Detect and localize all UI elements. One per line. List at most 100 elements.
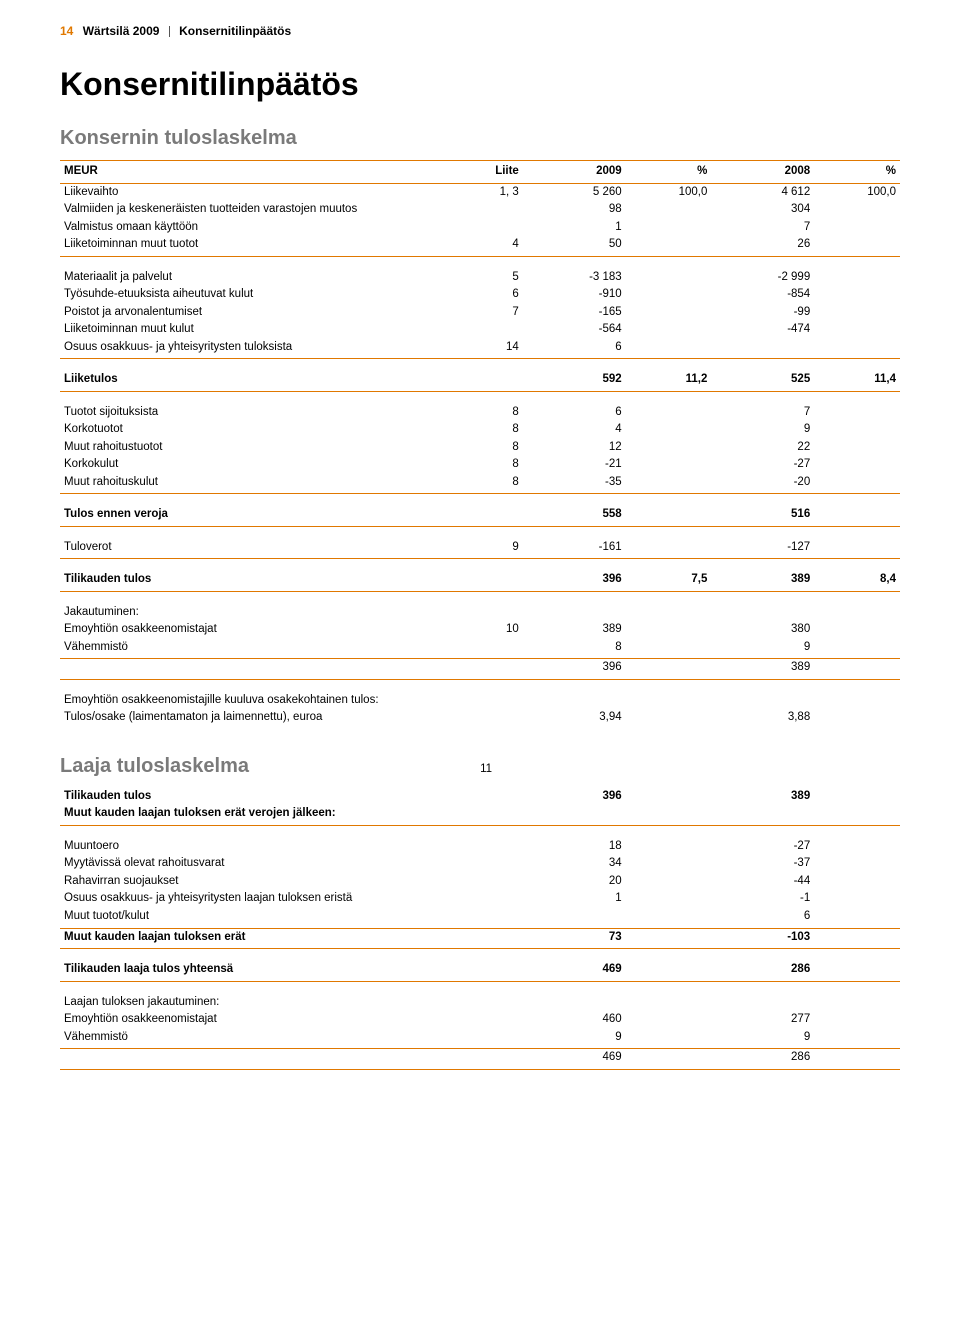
row-pct-2009 bbox=[626, 873, 712, 891]
row-value-2008: 286 bbox=[711, 1049, 814, 1070]
row-note: 1, 3 bbox=[454, 183, 523, 201]
row-label: Valmiiden ja keskeneräisten tuotteiden v… bbox=[60, 201, 454, 219]
row-value-2009: 558 bbox=[523, 506, 626, 526]
row-pct-2008 bbox=[814, 928, 900, 949]
row-value-2008: 3,88 bbox=[711, 709, 814, 727]
row-value-2009: 9 bbox=[523, 1029, 626, 1049]
row-pct-2008 bbox=[814, 421, 900, 439]
row-label: Materiaalit ja palvelut bbox=[60, 269, 454, 287]
row-note: 5 bbox=[454, 269, 523, 287]
table-row: Liikevaihto1, 35 260100,04 612100,0 bbox=[60, 183, 900, 201]
row-value-2009: -910 bbox=[523, 286, 626, 304]
row-pct-2008 bbox=[814, 286, 900, 304]
row-value-2009: 8 bbox=[523, 639, 626, 659]
page-number: 14 bbox=[60, 24, 73, 38]
table-row: Myytävissä olevat rahoitusvarat34-37 bbox=[60, 855, 900, 873]
row-note bbox=[454, 838, 523, 856]
row-pct-2009 bbox=[626, 855, 712, 873]
row-pct-2008 bbox=[814, 456, 900, 474]
row-pct-2008 bbox=[814, 788, 900, 806]
col-header-2008: 2008 bbox=[711, 161, 814, 184]
row-note bbox=[454, 788, 523, 806]
row-note bbox=[454, 201, 523, 219]
table-row bbox=[60, 494, 900, 507]
row-value-2008: -37 bbox=[711, 855, 814, 873]
row-value-2009: -161 bbox=[523, 539, 626, 559]
table-row bbox=[60, 591, 900, 604]
row-pct-2009 bbox=[626, 709, 712, 727]
row-pct-2008 bbox=[814, 201, 900, 219]
table-row: Poistot ja arvonalentumiset7-165-99 bbox=[60, 304, 900, 322]
row-label bbox=[60, 1049, 454, 1070]
table-row: Osuus osakkuus- ja yhteisyritysten laaja… bbox=[60, 890, 900, 908]
row-value-2008: -103 bbox=[711, 928, 814, 949]
row-pct-2008 bbox=[814, 404, 900, 422]
table-row: Tulos ennen veroja558516 bbox=[60, 506, 900, 526]
row-note: 9 bbox=[454, 539, 523, 559]
row-value-2008: 6 bbox=[711, 908, 814, 928]
col-header-pct1: % bbox=[626, 161, 712, 184]
income-statement-table: MEUR Liite 2009 % 2008 % Liikevaihto1, 3… bbox=[60, 160, 900, 727]
table-row: Rahavirran suojaukset20-44 bbox=[60, 873, 900, 891]
table-row bbox=[60, 256, 900, 269]
row-pct-2009 bbox=[626, 1049, 712, 1070]
row-pct-2008 bbox=[814, 994, 900, 1012]
row-label: Muut kauden laajan tuloksen erät bbox=[60, 928, 454, 949]
row-label: Tulos/osake (laimentamaton ja laimennett… bbox=[60, 709, 454, 727]
row-value-2008: 9 bbox=[711, 639, 814, 659]
table-row bbox=[60, 949, 900, 962]
row-pct-2008 bbox=[814, 1029, 900, 1049]
row-note bbox=[454, 571, 523, 591]
table-row: Tuloverot9-161-127 bbox=[60, 539, 900, 559]
comprehensive-income-note: 11 bbox=[480, 763, 492, 775]
table-row: Muut rahoituskulut8-35-20 bbox=[60, 474, 900, 494]
row-pct-2009 bbox=[626, 788, 712, 806]
header-divider-icon bbox=[169, 26, 170, 37]
row-label: Myytävissä olevat rahoitusvarat bbox=[60, 855, 454, 873]
row-value-2008: -44 bbox=[711, 873, 814, 891]
row-value-2008: -20 bbox=[711, 474, 814, 494]
page-header: 14 Wärtsilä 2009 Konsernitilinpäätös bbox=[60, 24, 900, 38]
row-value-2008: -474 bbox=[711, 321, 814, 339]
row-pct-2009: 11,2 bbox=[626, 371, 712, 391]
row-label: Liiketoiminnan muut kulut bbox=[60, 321, 454, 339]
row-label: Työsuhde-etuuksista aiheutuvat kulut bbox=[60, 286, 454, 304]
row-label: Muut kauden laajan tuloksen erät verojen… bbox=[60, 805, 454, 825]
row-label: Liiketulos bbox=[60, 371, 454, 391]
row-note: 10 bbox=[454, 621, 523, 639]
row-value-2009: 20 bbox=[523, 873, 626, 891]
row-value-2008: 516 bbox=[711, 506, 814, 526]
table-row: Muut kauden laajan tuloksen erät 73 -103 bbox=[60, 928, 900, 949]
row-value-2009: 396 bbox=[523, 659, 626, 680]
row-value-2009: 6 bbox=[523, 339, 626, 359]
row-value-2009: -35 bbox=[523, 474, 626, 494]
row-value-2009: 73 bbox=[523, 928, 626, 949]
row-note bbox=[454, 604, 523, 622]
row-label: Jakautuminen: bbox=[60, 604, 454, 622]
row-pct-2009: 100,0 bbox=[626, 183, 712, 201]
row-pct-2009 bbox=[626, 269, 712, 287]
row-pct-2009 bbox=[626, 621, 712, 639]
row-label bbox=[60, 659, 454, 680]
row-pct-2008 bbox=[814, 908, 900, 928]
table-row: Korkokulut8-21-27 bbox=[60, 456, 900, 474]
row-pct-2008 bbox=[814, 269, 900, 287]
table-row bbox=[60, 559, 900, 572]
row-value-2009: 4 bbox=[523, 421, 626, 439]
table-row: Emoyhtiön osakkeenomistajat460277 bbox=[60, 1011, 900, 1029]
row-value-2008: -854 bbox=[711, 286, 814, 304]
row-pct-2008 bbox=[814, 339, 900, 359]
col-header-note: Liite bbox=[454, 161, 523, 184]
row-pct-2009 bbox=[626, 659, 712, 680]
row-value-2008 bbox=[711, 994, 814, 1012]
row-pct-2009 bbox=[626, 286, 712, 304]
row-value-2009 bbox=[523, 994, 626, 1012]
row-pct-2009 bbox=[626, 890, 712, 908]
row-note bbox=[454, 639, 523, 659]
row-value-2008: 389 bbox=[711, 788, 814, 806]
row-note bbox=[454, 219, 523, 237]
row-value-2009: 50 bbox=[523, 236, 626, 256]
row-value-2009: 1 bbox=[523, 890, 626, 908]
table-row bbox=[60, 526, 900, 539]
row-value-2008: -27 bbox=[711, 456, 814, 474]
